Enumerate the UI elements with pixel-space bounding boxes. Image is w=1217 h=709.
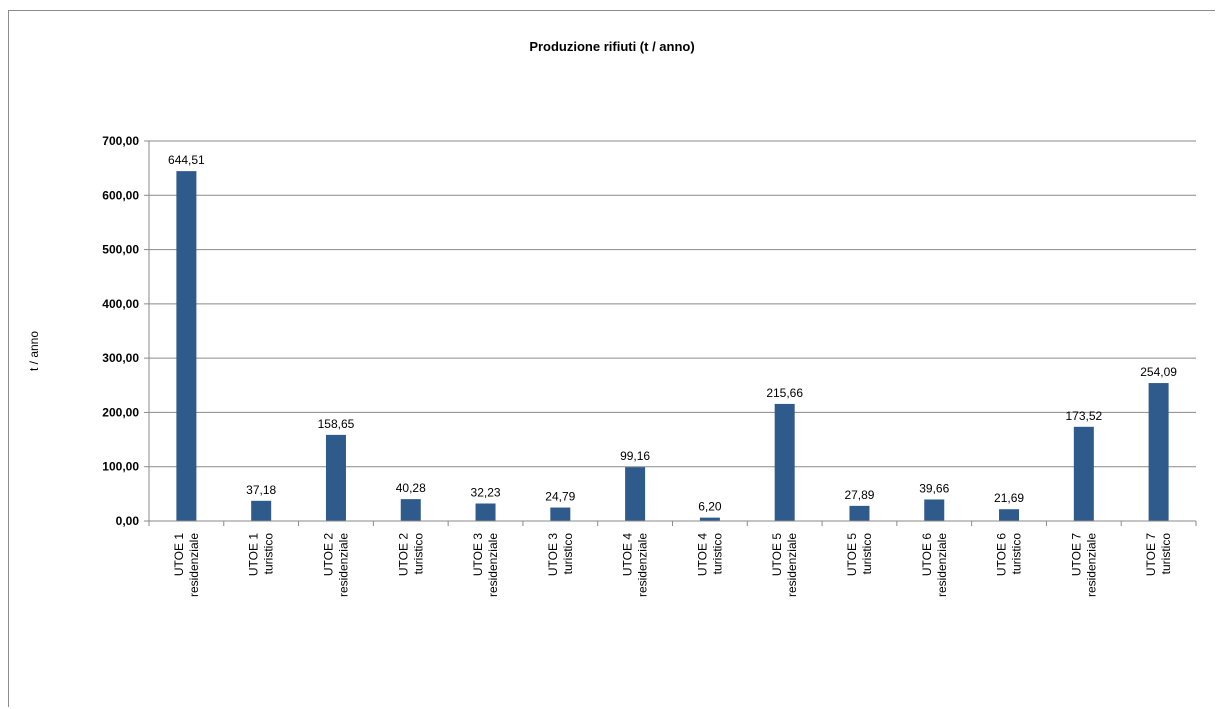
x-tick-label: UTOE 4 turistico	[695, 533, 724, 576]
y-tick-label: 200,00	[102, 405, 139, 419]
bar	[251, 500, 272, 521]
data-label: 39,66	[919, 481, 949, 495]
data-label: 644,51	[168, 153, 205, 167]
data-label: 40,28	[396, 481, 426, 495]
y-tick-label: 100,00	[102, 460, 139, 474]
x-tick-label: UTOE 7 turistico	[1144, 533, 1173, 576]
data-label: 37,18	[246, 483, 276, 497]
x-tick-label-line: turistico	[860, 533, 874, 575]
bar	[999, 509, 1020, 521]
data-label: 21,69	[994, 491, 1024, 505]
data-label: 254,09	[1140, 365, 1177, 379]
x-tick-label: UTOE 7 residenziale	[1069, 533, 1098, 597]
x-tick-label-line: UTOE 7	[1144, 533, 1158, 576]
x-tick-label-line: residenziale	[486, 533, 500, 597]
x-tick-label-line: UTOE 5	[770, 533, 784, 576]
x-tick-label: UTOE 3 turistico	[546, 533, 575, 576]
y-tick-label: 300,00	[102, 351, 139, 365]
x-tick-label-line: UTOE 2	[396, 533, 410, 576]
x-tick-label-line: residenziale	[935, 533, 949, 597]
x-tick-label-line: turistico	[1159, 533, 1173, 575]
data-label: 32,23	[471, 486, 501, 500]
data-label: 173,52	[1065, 409, 1102, 423]
x-tick-label-line: UTOE 1	[172, 533, 186, 576]
data-label: 6,20	[698, 500, 722, 514]
y-tick-labels: 0,00 100,00 200,00 300,00 400,00 500,00 600,00…	[102, 134, 139, 528]
x-tick-label-line: residenziale	[1084, 533, 1098, 597]
data-label: 158,65	[318, 417, 355, 431]
y-tick-label: 500,00	[102, 243, 139, 257]
data-label: 27,89	[844, 488, 874, 502]
x-tick-label-line: UTOE 5	[845, 533, 859, 576]
x-tick-label-line: UTOE 6	[920, 533, 934, 576]
x-tick-label: UTOE 1 residenziale	[172, 533, 201, 597]
x-tick-label-line: UTOE 2	[321, 533, 335, 576]
x-tick-label-line: UTOE 4	[695, 533, 709, 576]
bar	[1073, 426, 1094, 521]
x-tick-label-line: UTOE 4	[621, 533, 635, 576]
x-tick-label-line: turistico	[262, 533, 276, 575]
x-tick-label-line: residenziale	[187, 533, 201, 597]
bar	[699, 517, 720, 521]
x-tick-label-line: turistico	[411, 533, 425, 575]
x-tick-label-line: UTOE 3	[471, 533, 485, 576]
y-tick-label: 0,00	[116, 514, 140, 528]
bar	[774, 403, 795, 521]
y-axis-label: t / anno	[27, 331, 41, 371]
data-label: 24,79	[545, 490, 575, 504]
data-label: 215,66	[766, 386, 803, 400]
bar	[176, 171, 197, 521]
x-tick-label-line: residenziale	[636, 533, 650, 597]
x-tick-label-line: turistico	[710, 533, 724, 575]
x-tick-label-line: UTOE 7	[1069, 533, 1083, 576]
bar	[400, 499, 421, 521]
data-label: 99,16	[620, 449, 650, 463]
gridlines	[144, 140, 1196, 522]
bar	[1148, 383, 1169, 521]
x-tick-label: UTOE 2 residenziale	[321, 533, 350, 597]
y-tick-label: 600,00	[102, 188, 139, 202]
chart-title: Produzione rifiuti (t / anno)	[529, 39, 694, 54]
data-labels: 644,51 37,18 158,65 40,28 32,23 24,79 99,16 6,2…	[168, 153, 1177, 514]
x-tick-label: UTOE 4 residenziale	[621, 533, 650, 597]
x-tick-label-line: UTOE 6	[995, 533, 1009, 576]
x-tick-label: UTOE 5 turistico	[845, 533, 874, 576]
bar	[325, 434, 346, 521]
x-tick-label: UTOE 2 turistico	[396, 533, 425, 576]
x-tick-label-line: turistico	[1010, 533, 1024, 575]
bar	[475, 503, 496, 521]
bar	[924, 499, 945, 521]
x-tick-label-line: UTOE 3	[546, 533, 560, 576]
bar	[625, 467, 646, 521]
bar	[550, 507, 571, 521]
x-tick-label: UTOE 1 turistico	[247, 533, 276, 576]
bar	[849, 505, 870, 521]
bars	[176, 171, 1169, 521]
x-tick-label-line: residenziale	[785, 533, 799, 597]
x-tick-label-line: residenziale	[336, 533, 350, 597]
x-tick-label-line: turistico	[561, 533, 575, 575]
x-tick-label: UTOE 5 residenziale	[770, 533, 799, 597]
y-tick-label: 700,00	[102, 134, 139, 148]
axes	[148, 141, 1197, 526]
x-tick-label-line: UTOE 1	[247, 533, 261, 576]
x-tick-label: UTOE 3 residenziale	[471, 533, 500, 597]
x-tick-label: UTOE 6 residenziale	[920, 533, 949, 597]
y-tick-label: 400,00	[102, 297, 139, 311]
x-tick-label: UTOE 6 turistico	[995, 533, 1024, 576]
